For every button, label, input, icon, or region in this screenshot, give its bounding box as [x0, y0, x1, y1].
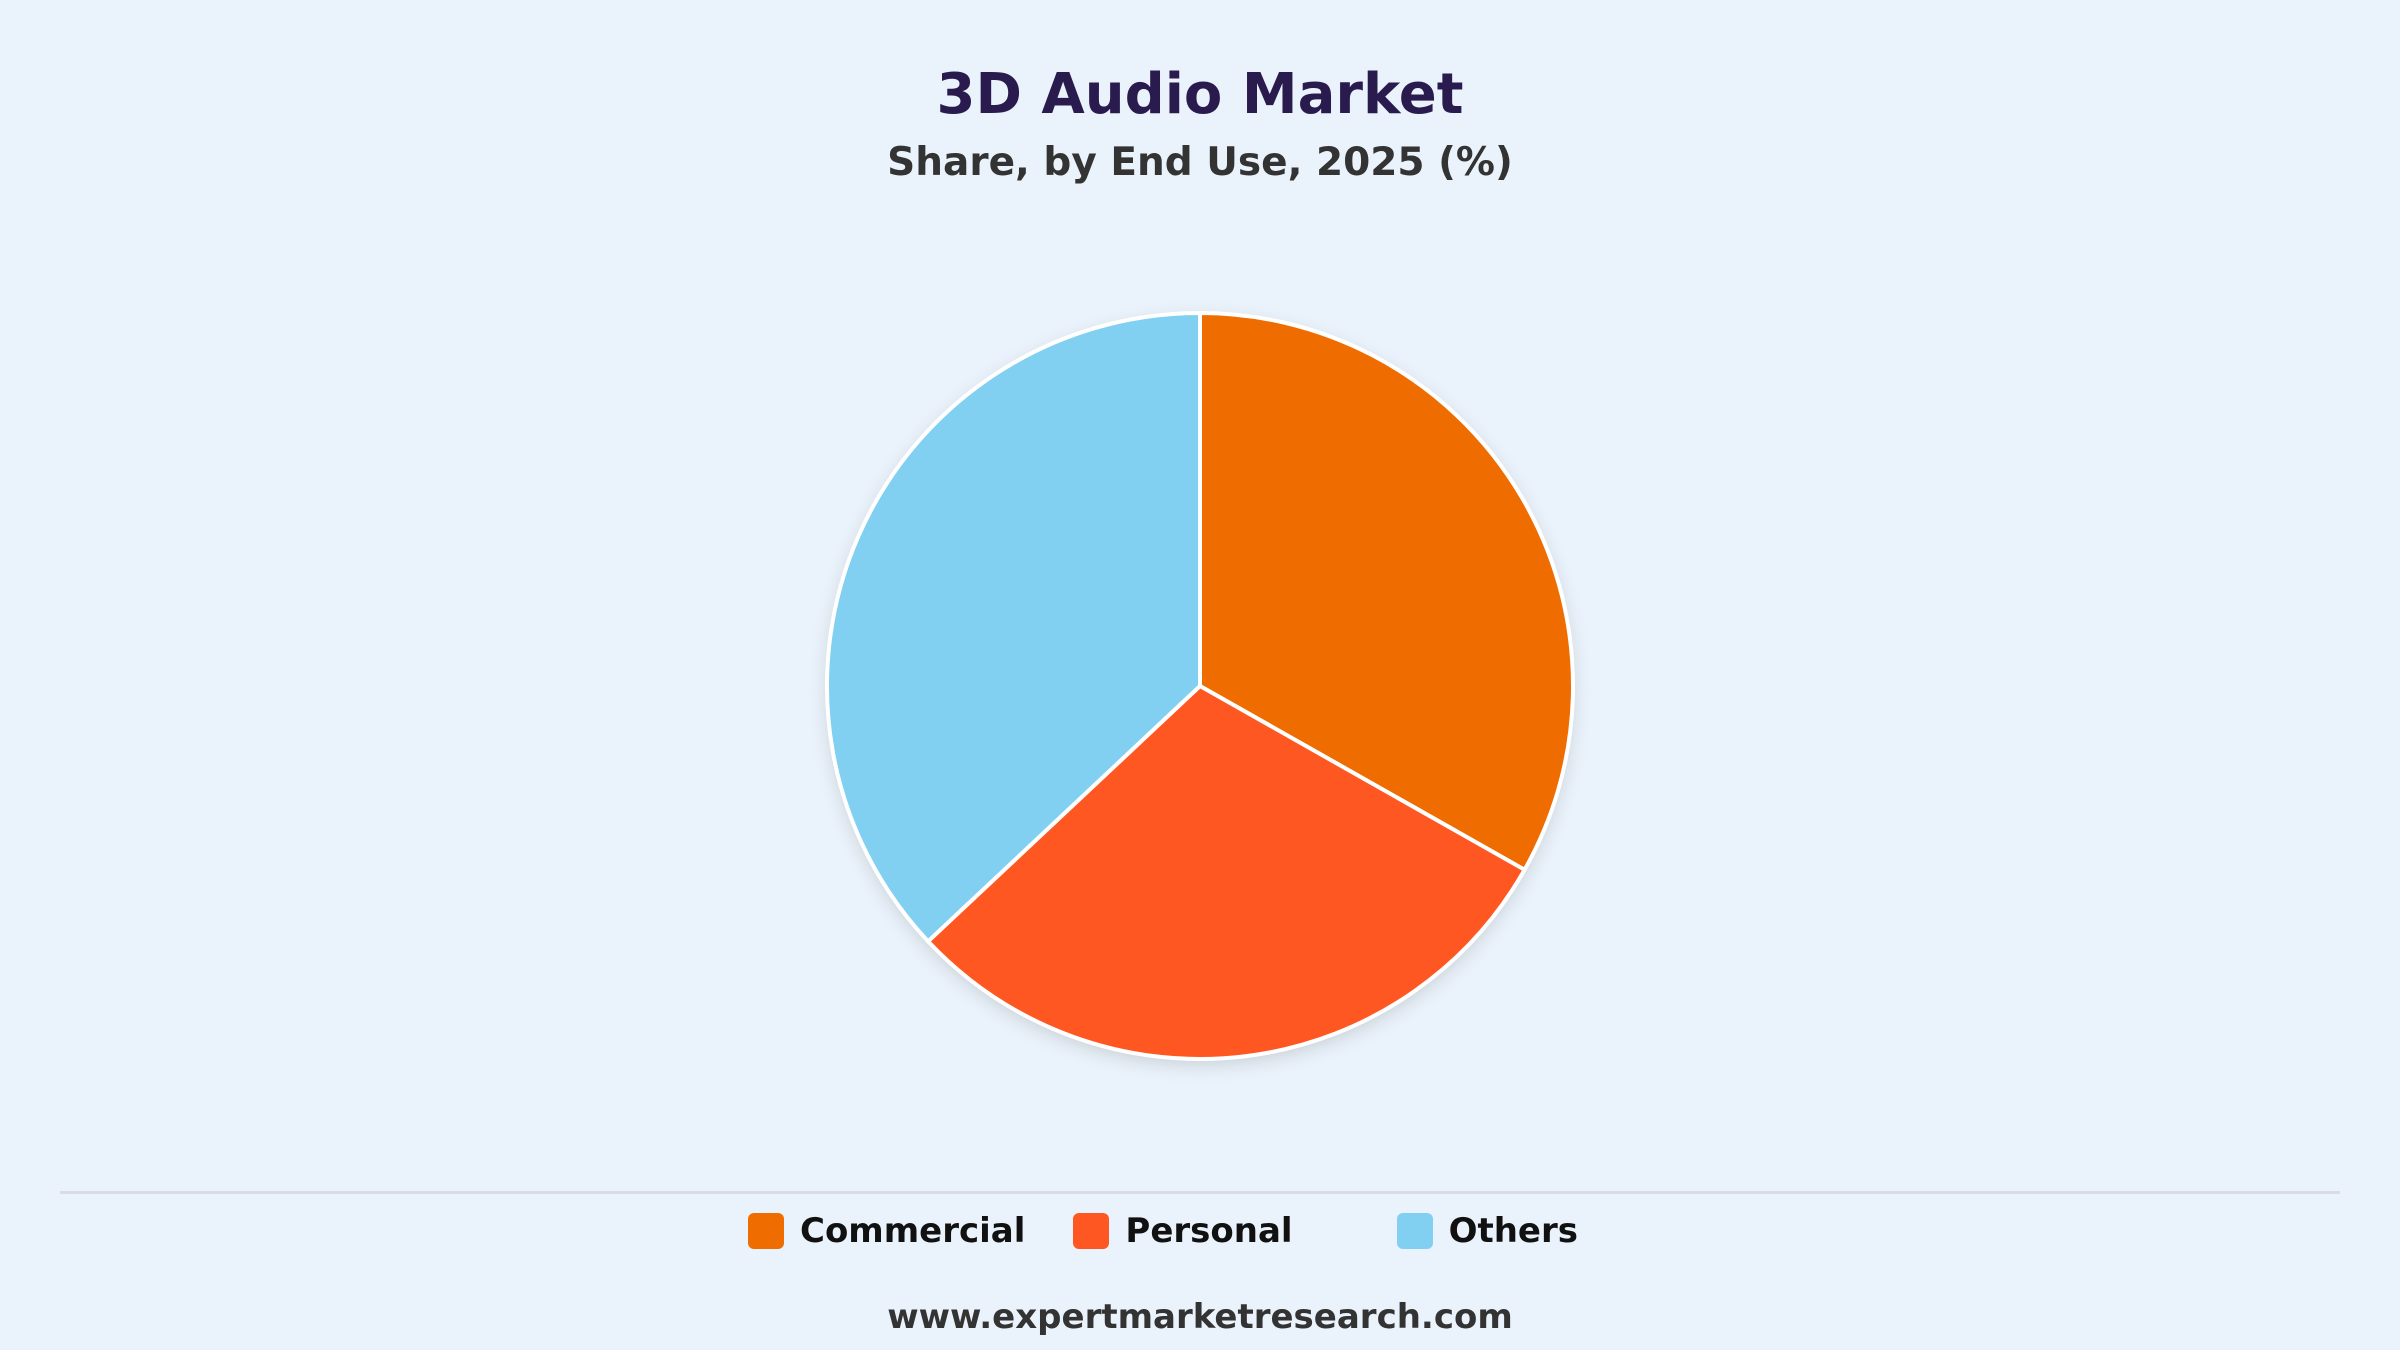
- legend: Commercial Personal Others: [748, 1206, 1626, 1256]
- chart-title: 3D Audio Market: [936, 62, 1464, 127]
- pie-slices: [825, 311, 1575, 1061]
- pie-slice-commercial[interactable]: [1198, 311, 1575, 872]
- source-url[interactable]: www.expertmarketresearch.com: [887, 1297, 1513, 1337]
- legend-swatch-commercial: [748, 1213, 784, 1249]
- pie-slice-personal[interactable]: [926, 684, 1527, 1061]
- legend-label-commercial: Commercial: [800, 1211, 1026, 1251]
- legend-swatch-others: [1396, 1213, 1433, 1249]
- pie-slice-others[interactable]: [825, 311, 1202, 944]
- legend-swatch-personal: [1073, 1213, 1110, 1249]
- legend-item-others[interactable]: Others: [1396, 1211, 1578, 1251]
- chart-subtitle: Share, by End Use, 2025 (%): [887, 140, 1513, 185]
- divider: [60, 1191, 2340, 1194]
- legend-label-others: Others: [1448, 1211, 1578, 1251]
- legend-label-personal: Personal: [1125, 1211, 1293, 1251]
- legend-item-commercial[interactable]: Commercial: [748, 1211, 1025, 1251]
- legend-item-personal[interactable]: Personal: [1073, 1211, 1293, 1251]
